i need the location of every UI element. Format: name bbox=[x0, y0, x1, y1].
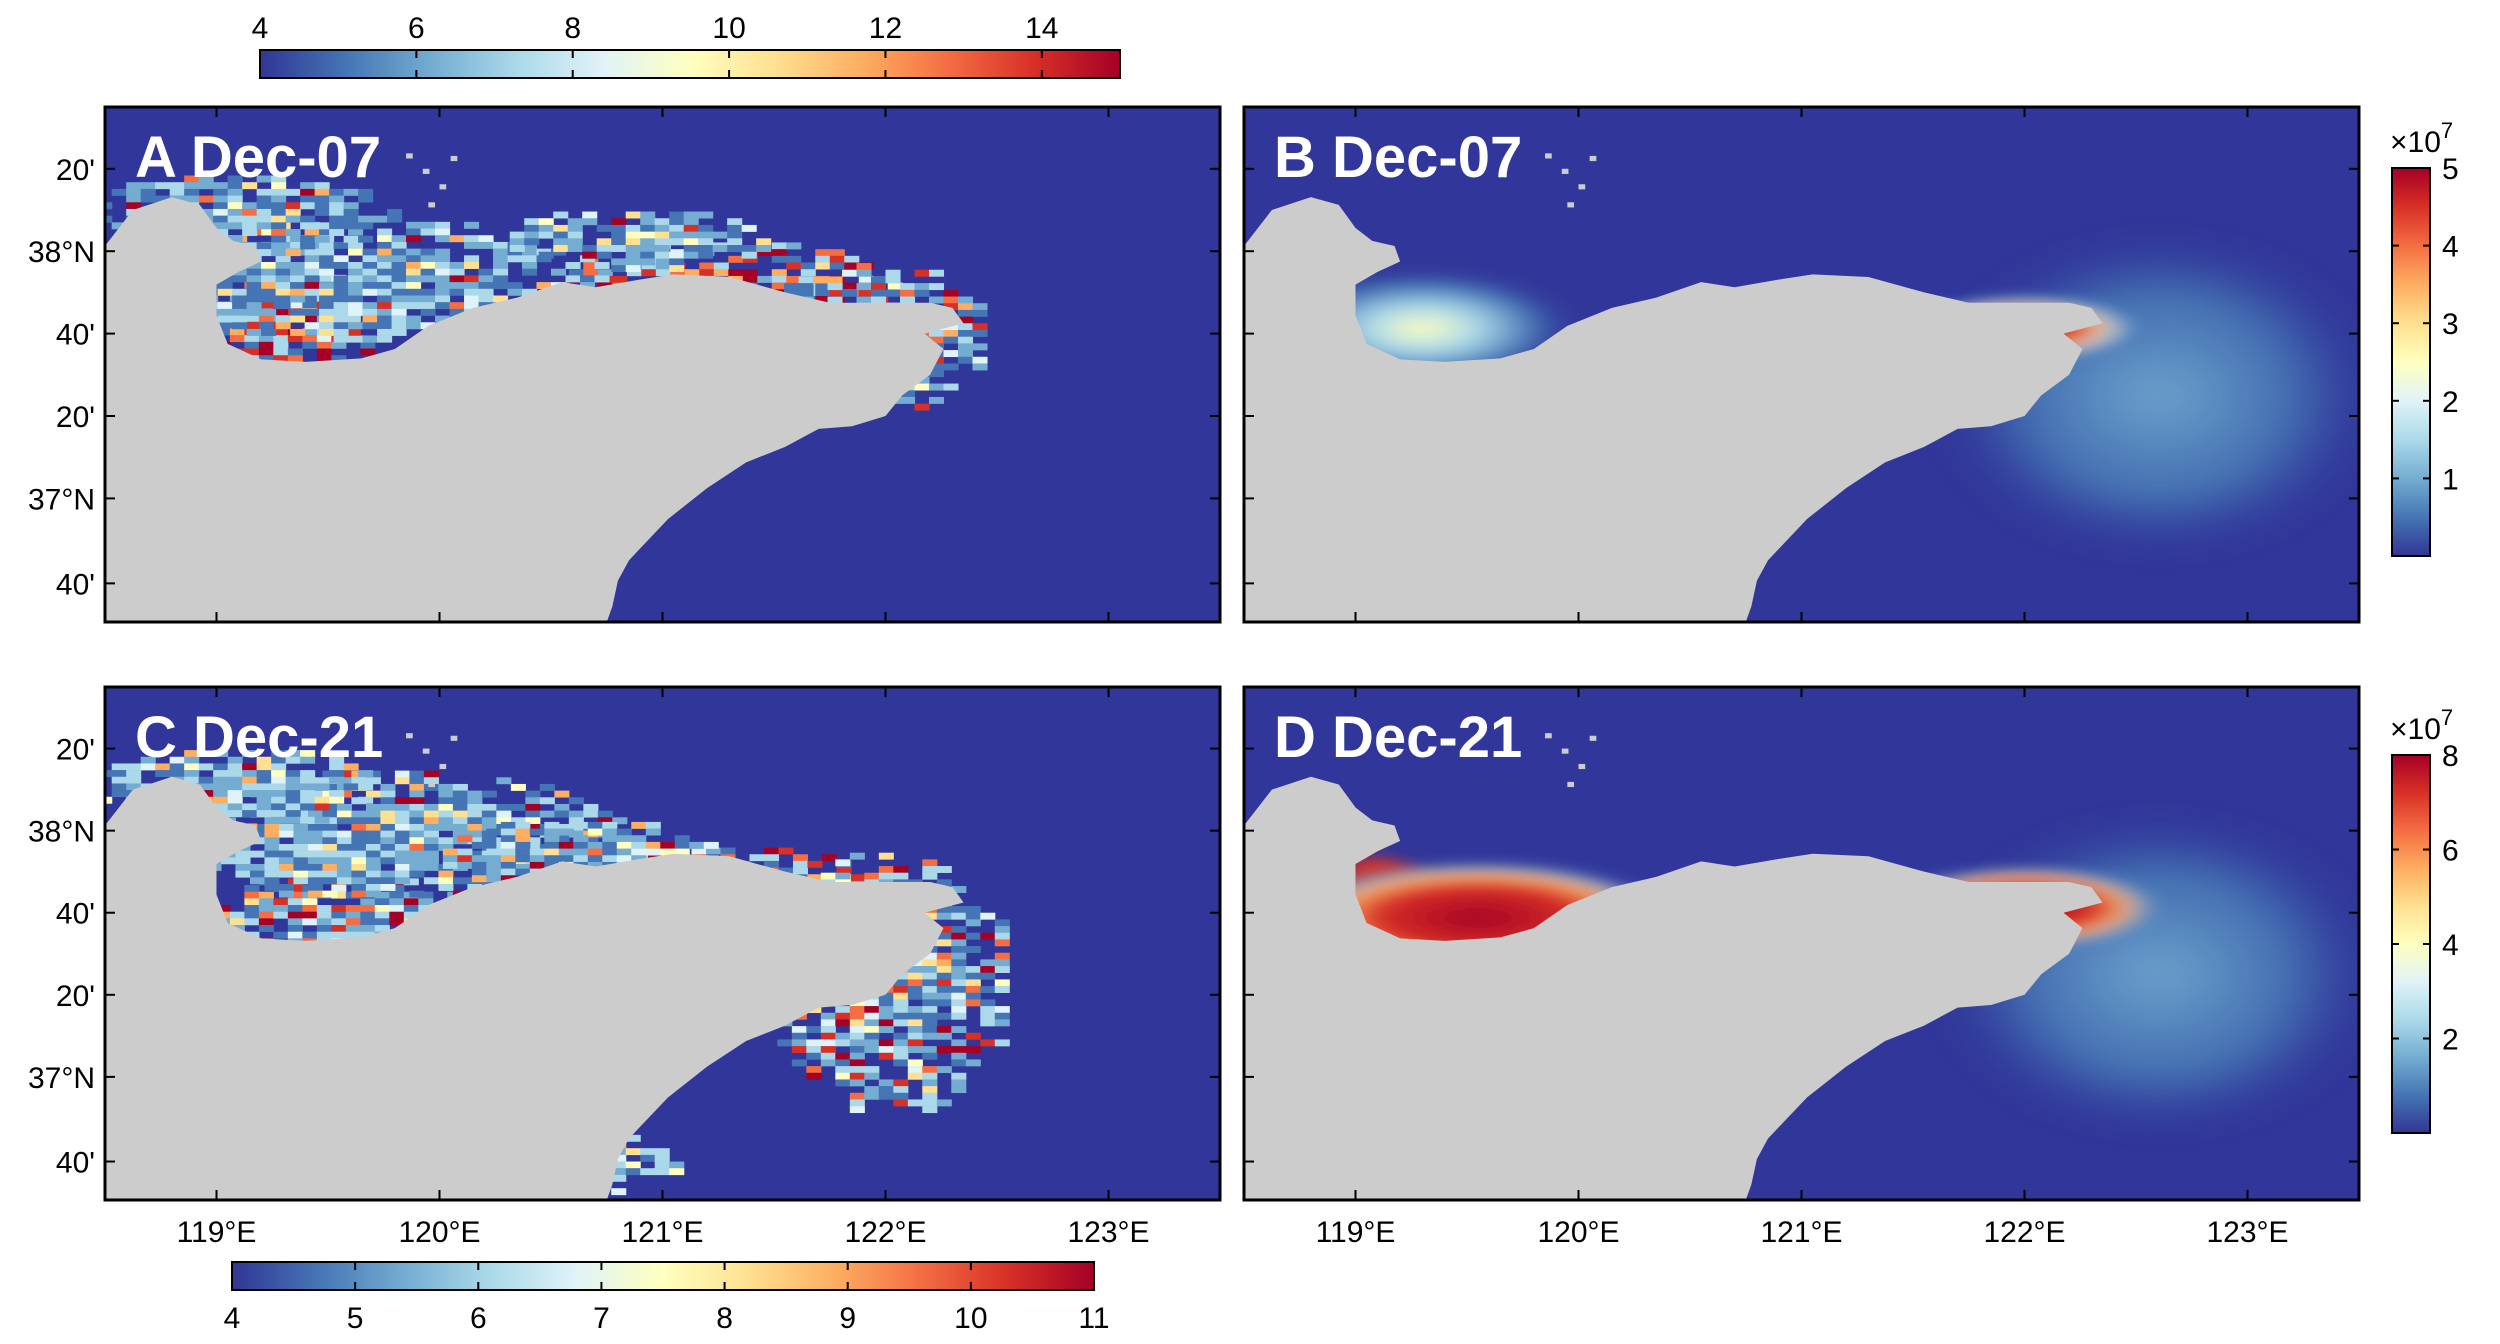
panel-title: C Dec-21 bbox=[135, 705, 383, 770]
colorbar-tick-label: 8 bbox=[564, 12, 581, 45]
map-panel-B: B Dec-07 bbox=[1242, 105, 2361, 624]
island bbox=[450, 155, 458, 162]
colorbar-tick-label: 1 bbox=[2442, 463, 2459, 496]
lat-tick-label: 20' bbox=[56, 980, 95, 1013]
colorbar-tick-label: 5 bbox=[347, 1302, 364, 1335]
island bbox=[1561, 748, 1569, 754]
island bbox=[439, 184, 447, 190]
lat-tick-label: 20' bbox=[56, 154, 95, 187]
panel-title: A Dec-07 bbox=[135, 125, 381, 190]
colorbar-tick-label: 8 bbox=[2442, 740, 2459, 773]
colorbar-tick-label: 9 bbox=[839, 1302, 856, 1335]
lat-tick-label: 20' bbox=[56, 734, 95, 767]
lon-tick-label: 120°E bbox=[1537, 1216, 1619, 1249]
lat-tick-label: 40' bbox=[56, 568, 95, 601]
colorbar-tick-label: 5 bbox=[2442, 153, 2459, 186]
island bbox=[1589, 735, 1597, 741]
lon-tick-label: 119°E bbox=[177, 1216, 257, 1249]
lat-tick-label: 38°N bbox=[28, 236, 95, 269]
lon-tick-label: 119°E bbox=[1316, 1216, 1396, 1249]
colorbar-tick-label: 8 bbox=[716, 1302, 733, 1335]
colorbar-tick-label: 6 bbox=[470, 1302, 487, 1335]
island bbox=[450, 735, 458, 741]
colorbar-tick-label: 11 bbox=[1078, 1302, 1109, 1335]
island bbox=[1567, 781, 1575, 788]
panel-title: B Dec-07 bbox=[1274, 125, 1522, 190]
lat-tick-label: 40' bbox=[56, 1147, 95, 1180]
island bbox=[428, 202, 436, 208]
map-panel-D: D Dec-21 119°E 120°E 121°E 122°E 123°E bbox=[1242, 685, 2361, 1249]
panel-title: D Dec-21 bbox=[1274, 705, 1522, 770]
lat-tick-label: 40' bbox=[56, 898, 95, 931]
colorbar-tick-label: 10 bbox=[712, 12, 745, 45]
lat-tick-label: 37°N bbox=[28, 483, 95, 516]
island bbox=[1578, 184, 1586, 190]
lat-tick-label: 37°N bbox=[28, 1062, 95, 1095]
island bbox=[422, 748, 430, 754]
lat-tick-label: 38°N bbox=[28, 816, 95, 849]
island bbox=[1567, 202, 1575, 208]
colorbar-tick-label: 2 bbox=[2442, 386, 2459, 419]
island bbox=[1545, 733, 1552, 739]
colorbar-tick-label: 6 bbox=[2442, 835, 2459, 868]
lon-tick-label: 122°E bbox=[844, 1216, 926, 1249]
lon-tick-label: 123°E bbox=[2206, 1216, 2288, 1249]
colorbar-exponent: ×107 bbox=[2390, 705, 2453, 746]
colorbar-tick-label: 2 bbox=[2442, 1024, 2459, 1057]
colorbar-tick-label: 10 bbox=[954, 1302, 987, 1335]
island bbox=[406, 733, 413, 739]
colorbar-tick-label: 7 bbox=[593, 1302, 610, 1335]
colorbar-tick-label: 4 bbox=[224, 1302, 241, 1335]
colorbar-exponent: ×107 bbox=[2390, 118, 2453, 159]
lon-tick-label: 123°E bbox=[1067, 1216, 1149, 1249]
colorbar-tick-label: 4 bbox=[2442, 929, 2459, 962]
colorbar-tick-label: 14 bbox=[1025, 12, 1058, 45]
island bbox=[439, 763, 447, 770]
colorbar-top: 4 6 8 10 12 14 bbox=[252, 12, 1121, 79]
colorbar-bottom: 4 5 6 7 8 9 10 11 bbox=[224, 1261, 1110, 1335]
lat-tick-label: 20' bbox=[56, 401, 95, 434]
lon-tick-label: 122°E bbox=[1983, 1216, 2065, 1249]
lon-tick-label: 121°E bbox=[1760, 1216, 1842, 1249]
island bbox=[1578, 763, 1586, 770]
island bbox=[422, 168, 430, 174]
colorbar-tick-label: 6 bbox=[408, 12, 425, 45]
island bbox=[428, 781, 436, 788]
lon-tick-label: 120°E bbox=[398, 1216, 480, 1249]
lon-tick-label: 121°E bbox=[621, 1216, 703, 1249]
map-panel-A: A Dec-07 20' 38°N 40' 20' 37°N 40' bbox=[28, 105, 1222, 624]
island bbox=[1589, 155, 1597, 162]
colorbar-tick-label: 4 bbox=[252, 12, 269, 45]
lat-tick-label: 40' bbox=[56, 319, 95, 352]
colorbar-tick-label: 12 bbox=[869, 12, 902, 45]
map-panel-C: C Dec-21 20' 38°N 40' 20' 37°N 40' 119°E 120°E 12… bbox=[28, 685, 1222, 1249]
colorbar-right_bottom: 2 4 6 8×107 bbox=[2390, 705, 2459, 1134]
island bbox=[1561, 168, 1569, 174]
island bbox=[1545, 153, 1552, 159]
colorbar-tick-label: 4 bbox=[2442, 231, 2459, 264]
colorbar-tick-label: 3 bbox=[2442, 308, 2459, 341]
colorbar-right_top: 1 2 3 4 5×107 bbox=[2390, 118, 2459, 557]
island bbox=[406, 153, 413, 159]
